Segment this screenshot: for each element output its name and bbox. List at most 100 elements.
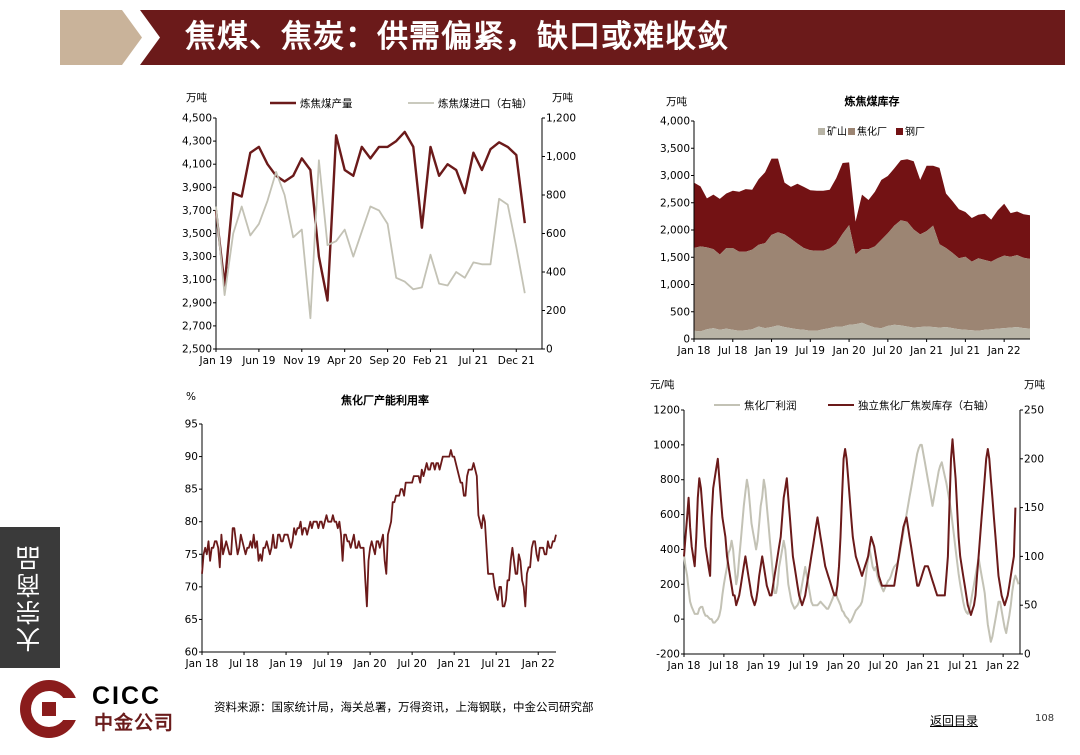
y-tick-label: 65 [185,614,198,626]
y-tick-label: 3,500 [660,143,690,155]
chart-coking-profit-coke-stock: -200 0 200 400 600 800 1000 1200 0 50 100 150 200 250… [650,378,1046,672]
y-tick-label: 60 [185,647,198,659]
x-tick-label: Jan 18 [677,345,711,357]
y-tick-label: 400 [660,544,680,556]
legend-label: 炼焦煤进口（右轴） [438,97,533,110]
x-tick-label: Jan 19 [754,345,788,357]
x-tick-label: Feb 21 [413,355,448,367]
banner-arrow-accent [60,10,142,65]
x-tick-label: Jul 18 [717,345,747,357]
x-tick-label: Jul 20 [868,660,898,672]
y-left-unit: 万吨 [186,91,207,104]
x-tick-label: Jul 19 [788,660,818,672]
x-tick-label: Jan 18 [185,658,219,670]
x-tick-label: Jul 21 [950,345,980,357]
x-tick-label: Jul 18 [708,660,738,672]
side-tab-label: 大宗商品 [15,543,44,652]
x-tick-label: Jan 18 [667,660,701,672]
y-tick-label: 95 [185,419,198,431]
x-tick-label: Jan 20 [353,658,387,670]
y-right-unit: 万吨 [552,91,573,104]
y-tick-label: 3,300 [182,251,212,263]
area-series-coke-plant [694,220,1030,332]
x-tick-label: Sep 20 [369,355,406,367]
y-tick-label: 4,300 [182,136,212,148]
x-tick-label: Jan 19 [746,660,780,672]
legend-label: 炼焦煤产量 [300,97,353,110]
series-line-imports [215,159,526,320]
chart-coking-coal-inventory: 0 500 1,000 1,500 2,000 2,500 3,000 3,500 4,000 J… [660,94,1030,357]
y-unit: 万吨 [666,95,687,108]
y-right-tick-label: 400 [546,267,566,279]
page-number: 108 [1035,713,1055,724]
x-tick-label: Jan 22 [521,658,555,670]
y-right-tick-label: 600 [546,228,566,240]
brand-name-cn: 中金公司 [94,712,175,734]
x-tick-label: Jan 20 [826,660,860,672]
y-tick-label: 3,000 [660,170,690,182]
x-tick-label: Jul 19 [795,345,825,357]
x-tick-label: Apr 20 [327,355,362,367]
x-tick-label: Jan 19 [269,658,303,670]
y-tick-label: -200 [656,649,680,661]
cicc-logo [20,680,80,738]
chart-title: 炼焦煤库存 [845,94,900,108]
y-tick-label: 75 [185,549,198,561]
title-banner [60,10,1065,65]
y-right-tick-label: 250 [1024,405,1044,417]
side-tab-label-box: 大宗商品 [0,527,60,668]
x-tick-label: Jul 20 [396,658,426,670]
y-tick-label: 4,100 [182,159,212,171]
y-tick-label: 2,700 [182,320,212,332]
legend-swatch [848,128,855,135]
y-right-tick-label: 100 [1024,551,1044,563]
y-unit: % [186,391,196,403]
y-tick-label: 85 [185,484,198,496]
y-tick-label: 2,500 [660,197,690,209]
chart-coking-coal-output-imports: 2,500 2,700 2,900 3,100 3,300 3,500 3,700 3,900… [182,91,576,367]
back-to-contents-link[interactable]: 返回目录 [930,714,979,728]
legend-swatch [896,128,903,135]
y-tick-label: 0 [673,614,680,626]
y-right-tick-label: 1,000 [546,151,576,163]
legend-label: 钢厂 [905,125,925,138]
y-tick-label: 4,000 [660,116,690,128]
x-tick-label: Jul 21 [948,660,978,672]
y-tick-label: 80 [185,516,198,528]
y-tick-label: 1200 [653,405,680,417]
legend-label: 焦化厂利润 [744,399,797,412]
y-right-tick-label: 50 [1024,600,1037,612]
y-tick-label: 800 [660,474,680,486]
brand-name-en: CICC [92,682,162,710]
y-tick-label: 500 [670,306,690,318]
series-line-output [214,130,526,302]
legend-label: 独立焦化厂焦炭库存（右轴） [858,399,995,412]
y-right-tick-label: 1,200 [546,113,576,125]
x-tick-label: Nov 19 [283,355,320,367]
legend-label: 焦化厂 [857,125,887,138]
y-right-tick-label: 0 [1024,649,1031,661]
y-right-tick-label: 200 [546,305,566,317]
y-tick-label: 1,500 [660,252,690,264]
legend-swatch [818,128,825,135]
x-tick-label: Jul 21 [458,355,488,367]
y-right-unit: 万吨 [1024,378,1046,391]
side-tab [0,527,60,668]
x-tick-label: Jan 22 [986,660,1020,672]
series-line-profit [683,443,1020,643]
area-series-steel-mill [694,158,1030,262]
y-tick-label: 2,500 [182,344,212,356]
chart-title: 焦化厂产能利用率 [340,393,429,407]
y-right-tick-label: 800 [546,190,566,202]
y-tick-label: 1000 [653,439,680,451]
x-tick-label: Jun 19 [241,355,275,367]
x-tick-label: Jan 20 [832,345,866,357]
y-tick-label: 2,000 [660,225,690,237]
y-tick-label: 0 [683,334,690,346]
x-tick-label: Jan 21 [909,345,943,357]
x-tick-label: Jul 18 [228,658,258,670]
x-tick-label: Jan 21 [906,660,940,672]
y-right-tick-label: 0 [546,344,553,356]
y-tick-label: 600 [660,509,680,521]
x-tick-label: Jan 19 [199,355,233,367]
